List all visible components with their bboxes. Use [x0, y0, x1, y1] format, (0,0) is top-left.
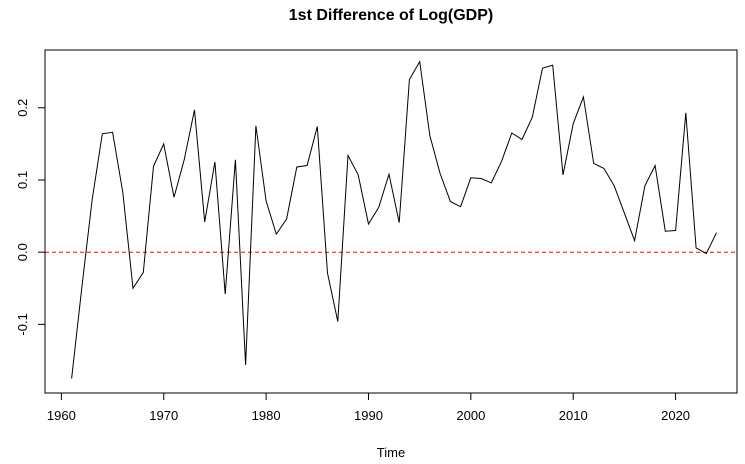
x-axis: 1960 1970 1980 1990 2000 2010 2020	[47, 392, 690, 423]
y-tick-label--0.1: -0.1	[15, 313, 30, 335]
series-line-diff_log_gdp	[71, 60, 717, 379]
y-axis: -0.1 0.0 0.1 0.2	[15, 99, 46, 336]
chart-title: 1st Difference of Log(GDP)	[289, 7, 493, 24]
x-tick-label-2010: 2010	[559, 408, 588, 423]
x-tick-label-1960: 1960	[47, 408, 76, 423]
plot-frame	[44, 49, 738, 394]
y-tick-label-0.1: 0.1	[15, 171, 30, 189]
series-layer	[71, 60, 717, 379]
x-tick-label-1970: 1970	[149, 408, 178, 423]
x-tick-label-2020: 2020	[661, 408, 690, 423]
x-axis-label: Time	[377, 445, 405, 460]
x-tick-label-1990: 1990	[354, 408, 383, 423]
y-tick-label-0.0: 0.0	[15, 243, 30, 261]
x-tick-label-1980: 1980	[252, 408, 281, 423]
x-tick-label-2000: 2000	[456, 408, 485, 423]
y-tick-label-0.2: 0.2	[15, 99, 30, 117]
